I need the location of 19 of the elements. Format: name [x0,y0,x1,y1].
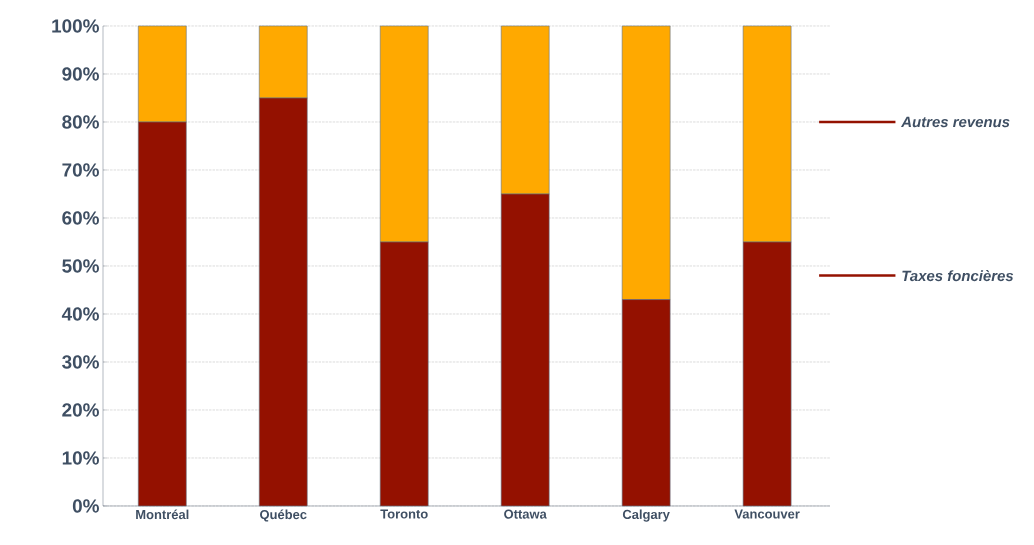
x-tick-label: Calgary [622,509,670,522]
text: Autres revenus [900,116,1010,128]
y-tick-label: 100% [52,19,99,33]
y-tick-label: 90% [62,67,99,81]
y-tick-label: 50% [62,259,99,273]
y-tick-label: 70% [62,163,99,177]
y-tick-label: 30% [62,355,99,369]
y-tick-label: 10% [62,451,99,465]
y-tick-label: 0% [72,499,99,513]
x-tick-label: Québec [260,509,307,522]
x-tick-label: Montréal [136,509,189,520]
y-tick-label: 80% [62,115,99,129]
text: Taxes foncières [902,270,1014,282]
x-tick-label: Vancouver [734,509,800,519]
x-tick-label: Ottawa [504,509,547,519]
y-tick-label: 40% [61,307,99,321]
x-tick-label: Toronto [380,509,428,519]
y-tick-label: 60% [62,211,99,225]
y-tick-label: 20% [62,403,99,417]
